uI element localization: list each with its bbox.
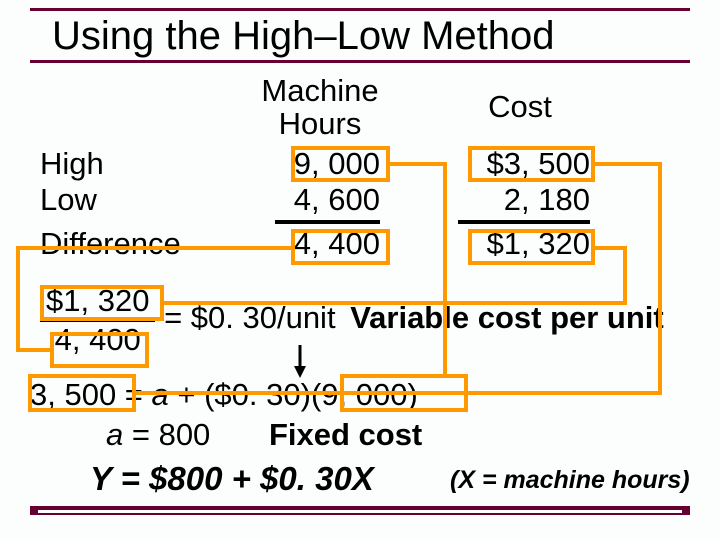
box-high-hours <box>291 146 390 182</box>
footer-rule-thin <box>30 513 690 515</box>
row-diff-label: Difference <box>30 226 230 262</box>
row-low-hours: 4, 600 <box>230 182 410 218</box>
row-high-label: High <box>30 146 230 182</box>
box-diff-cost <box>468 229 595 265</box>
box-diff-hours <box>291 229 390 265</box>
box-eq-hours <box>340 374 468 412</box>
box-eq-cost <box>28 374 136 412</box>
box-frac-bot <box>50 332 149 368</box>
fixed-cost-line: a = 800 Fixed cost <box>106 417 422 453</box>
title-block: Using the High–Low Method <box>30 8 690 63</box>
box-high-cost <box>468 146 595 182</box>
rule-cost <box>458 220 590 224</box>
footer-rule-thick <box>30 506 690 510</box>
rule-hours <box>275 220 380 224</box>
final-equation: Y = $800 + $0. 30X <box>90 460 374 498</box>
title-rule-top <box>30 8 690 11</box>
final-note-text: (X = machine hours) <box>450 466 690 494</box>
col-header-hours: Machine Hours <box>230 75 410 146</box>
final-note: (X = machine hours) <box>450 466 690 495</box>
row-low-label: Low <box>30 182 230 218</box>
slide-title: Using the High–Low Method <box>42 12 565 60</box>
variable-cost-label: Variable cost per unit <box>350 300 664 335</box>
final-equation-text: Y = $800 + $0. 30X <box>90 460 374 497</box>
col-header-cost: Cost <box>410 75 630 146</box>
fixed-cost-label: Fixed cost <box>269 417 422 452</box>
box-frac-top <box>40 285 164 321</box>
footer-square-right <box>682 507 690 515</box>
title-rule-bottom <box>30 60 690 63</box>
rate-equals: = $0. 30/unit <box>164 300 336 335</box>
row-low-cost: 2, 180 <box>410 182 630 218</box>
footer-square-left <box>30 507 38 515</box>
